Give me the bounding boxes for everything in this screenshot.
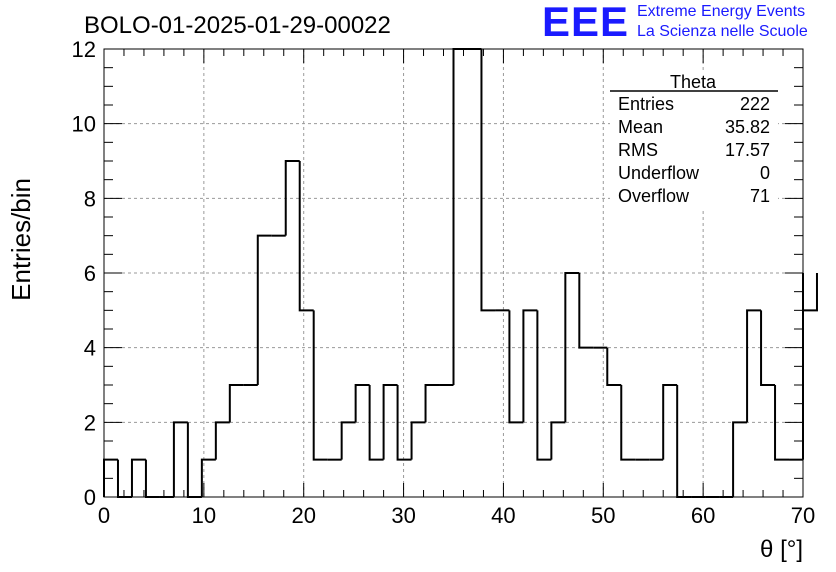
y-tick-label: 4 — [84, 336, 96, 361]
stats-row-label: RMS — [618, 140, 658, 160]
histogram-bin — [774, 385, 790, 461]
histogram-bin — [424, 384, 440, 423]
stats-row-value: 0 — [760, 163, 770, 183]
histogram-bin — [732, 421, 748, 497]
y-tick-label: 10 — [72, 112, 96, 137]
histogram-bin — [480, 49, 496, 312]
y-tick-label: 2 — [84, 410, 96, 435]
org-line-2: La Scienza nelle Scuole — [637, 23, 808, 40]
histogram-bin — [298, 161, 314, 312]
histogram-bin — [550, 421, 566, 460]
histogram-bin — [200, 458, 216, 497]
histogram-bin — [186, 422, 202, 498]
stats-row-label: Mean — [618, 117, 663, 137]
plot-frame — [103, 48, 804, 498]
histogram-bin — [312, 310, 328, 461]
x-tick-label: 50 — [591, 503, 615, 528]
y-tick-label: 12 — [72, 37, 96, 62]
histogram-bin — [340, 421, 356, 460]
x-tick-label: 70 — [791, 503, 815, 528]
chart-title: BOLO-01-2025-01-29-00022 — [84, 12, 391, 39]
org-line-1: Extreme Energy Events — [637, 3, 806, 20]
histogram-bin — [620, 385, 636, 461]
histogram-bin — [172, 421, 188, 497]
y-tick-label: 8 — [84, 186, 96, 211]
histogram-bin — [130, 458, 146, 497]
histogram-bin — [228, 384, 244, 423]
histogram-bin — [396, 385, 412, 461]
stats-row-value: 17.57 — [725, 140, 770, 160]
y-axis-label: Entries/bin — [6, 178, 36, 301]
histogram-bin — [508, 310, 524, 424]
histogram-bin — [144, 459, 160, 498]
y-tick-label: 6 — [84, 261, 96, 286]
histogram-bin — [354, 384, 370, 423]
stats-row-value: 71 — [750, 186, 770, 206]
stats-row-label: Overflow — [618, 186, 690, 206]
histogram-bin — [256, 234, 272, 385]
x-tick-label: 20 — [291, 503, 315, 528]
stats-title: Theta — [670, 72, 717, 92]
eee-logo: EEE — [542, 0, 630, 45]
x-tick-label: 60 — [691, 503, 715, 528]
stats-box: Theta Entries 222 Mean 35.82 RMS 17.57 Underfl… — [610, 70, 778, 210]
histogram-bin — [578, 273, 594, 349]
y-tick-label: 0 — [84, 485, 96, 510]
histogram-bin — [382, 384, 398, 460]
histogram-bin — [564, 272, 580, 423]
histogram-bin — [214, 421, 230, 460]
x-tick-label: 30 — [391, 503, 415, 528]
histogram-bin — [662, 384, 678, 460]
histogram-bin — [368, 385, 384, 461]
histogram-bin — [522, 309, 538, 423]
histogram-bin — [452, 48, 468, 385]
histogram-bin — [803, 273, 818, 312]
histogram-bin — [606, 347, 622, 386]
x-tick-label: 10 — [192, 503, 216, 528]
histogram-bin — [760, 310, 776, 386]
tick-labels: 0 10 20 30 40 50 60 70 0 2 4 6 8 10 12 — [72, 37, 816, 528]
histogram-bin — [116, 459, 132, 498]
x-tick-label: 0 — [98, 503, 110, 528]
histogram-bin — [676, 385, 692, 498]
histogram-bin — [536, 310, 552, 461]
stats-row-label: Entries — [618, 94, 674, 114]
org-name: Extreme Energy Events La Scienza nelle S… — [637, 2, 808, 42]
histogram-bin — [284, 160, 300, 236]
x-tick-label: 40 — [491, 503, 515, 528]
histogram-bin — [746, 309, 762, 423]
stats-row-label: Underflow — [618, 163, 700, 183]
stats-row-value: 35.82 — [725, 117, 770, 137]
x-axis-label: θ [°] — [760, 536, 803, 563]
stats-row-value: 222 — [740, 94, 770, 114]
histogram-bin — [410, 421, 426, 460]
